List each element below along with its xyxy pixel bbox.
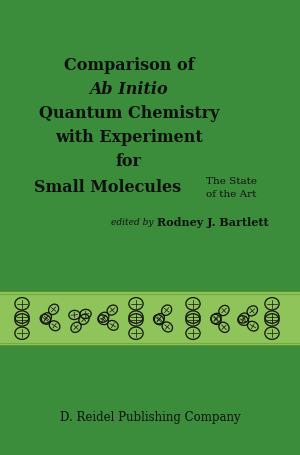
Text: Comparison of: Comparison of bbox=[64, 57, 194, 75]
Text: with Experiment: with Experiment bbox=[55, 129, 203, 147]
Text: Rodney J. Bartlett: Rodney J. Bartlett bbox=[157, 217, 269, 228]
Text: edited by: edited by bbox=[111, 218, 153, 228]
Text: for: for bbox=[116, 153, 142, 170]
Text: Ab Initio: Ab Initio bbox=[90, 81, 168, 98]
Text: The State: The State bbox=[206, 177, 256, 187]
Text: D. Reidel Publishing Company: D. Reidel Publishing Company bbox=[60, 411, 240, 424]
Text: Quantum Chemistry: Quantum Chemistry bbox=[39, 105, 219, 122]
Bar bbox=[0, 291, 300, 346]
Text: Small Molecules: Small Molecules bbox=[34, 179, 182, 197]
Text: of the Art: of the Art bbox=[206, 190, 256, 199]
